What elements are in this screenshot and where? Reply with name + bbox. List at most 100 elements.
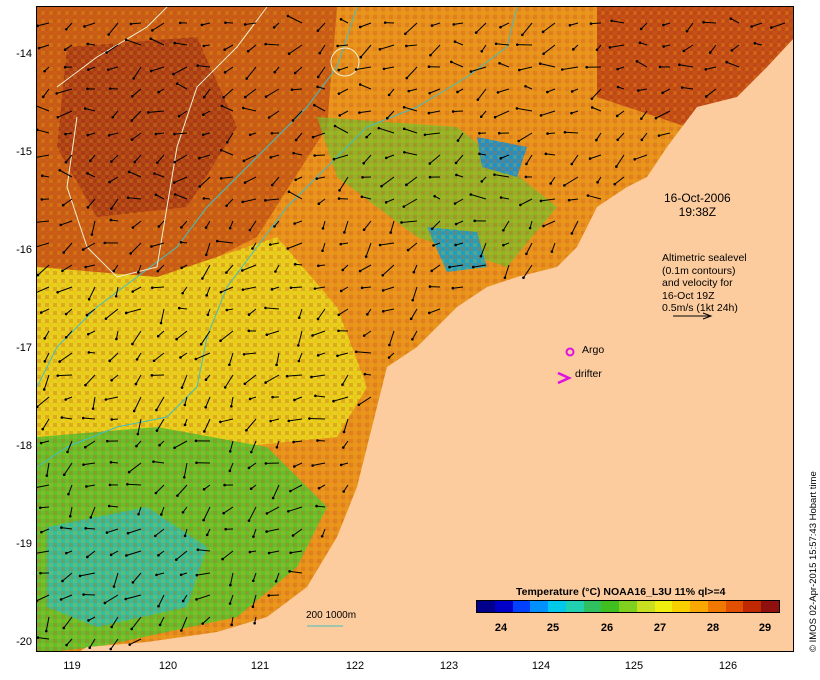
velocity-arrowhead: [219, 420, 222, 424]
velocity-arrowhead: [480, 49, 484, 53]
velocity-arrow: [518, 132, 533, 142]
velocity-arrow: [217, 240, 234, 244]
velocity-arrow: [454, 41, 464, 46]
velocity-arrow: [451, 61, 464, 68]
velocity-arrowhead: [251, 247, 254, 250]
velocity-arrowhead: [109, 87, 112, 90]
velocity-arrowhead: [270, 183, 274, 187]
velocity-arrowhead: [37, 636, 40, 639]
velocity-arrow: [130, 22, 142, 25]
velocity-arrowhead: [248, 133, 252, 137]
velocity-arrow: [314, 286, 326, 290]
velocity-arrow: [115, 286, 119, 297]
velocity-arrow: [205, 396, 211, 408]
velocity-arrow: [383, 66, 395, 70]
velocity-arrowhead: [378, 243, 382, 247]
velocity-arrowhead: [222, 96, 225, 99]
velocity-arrow: [290, 484, 303, 492]
velocity-arrow: [67, 484, 73, 495]
velocity-arrowhead: [196, 548, 200, 552]
velocity-arrowhead: [202, 197, 206, 200]
velocity-arrowhead: [333, 124, 337, 128]
velocity-arrow: [338, 308, 349, 316]
velocity-arrowhead: [314, 394, 317, 398]
velocity-arrow: [59, 352, 73, 362]
velocity-arrowhead: [362, 161, 366, 165]
velocity-arrowhead: [289, 286, 293, 290]
velocity-arrow: [521, 22, 533, 36]
velocity-arrowhead: [198, 156, 201, 160]
velocity-arrow: [154, 528, 165, 537]
velocity-arrowhead: [451, 110, 455, 113]
velocity-arrow: [243, 154, 257, 162]
velocity-arrowhead: [219, 290, 223, 294]
velocity-arrowhead: [428, 175, 432, 179]
velocity-arrowhead: [336, 354, 339, 358]
velocity-arrowhead: [85, 313, 89, 317]
velocity-arrowhead: [427, 111, 431, 115]
velocity-legend-line: 0.5m/s (1kt 24h): [662, 302, 738, 314]
velocity-arrowhead: [39, 571, 42, 575]
velocity-arrow: [473, 264, 487, 268]
velocity-arrowhead: [201, 622, 204, 625]
velocity-arrowhead: [247, 313, 251, 316]
velocity-arrowhead: [159, 321, 163, 325]
velocity-arrow: [337, 352, 349, 357]
velocity-arrowhead: [384, 201, 388, 204]
velocity-arrow: [294, 396, 303, 401]
velocity-arrowhead: [360, 286, 364, 290]
velocity-arrowhead: [337, 329, 340, 333]
velocity-arrowhead: [40, 530, 43, 534]
velocity-arrowhead: [63, 65, 67, 69]
velocity-arrowhead: [358, 269, 362, 273]
velocity-arrowhead: [175, 558, 178, 561]
velocity-arrowhead: [241, 288, 245, 291]
velocity-arrow: [407, 242, 418, 251]
velocity-arrow: [361, 196, 372, 200]
velocity-arrow: [246, 66, 257, 79]
velocity-arrow: [587, 195, 602, 200]
velocity-arrow: [298, 352, 303, 362]
velocity-arrowhead: [311, 334, 314, 337]
velocity-arrowhead: [155, 573, 158, 577]
velocity-arrowhead: [567, 198, 571, 202]
velocity-arrows: [37, 14, 786, 651]
velocity-arrowhead: [430, 227, 434, 231]
velocity-arrowhead: [297, 359, 301, 363]
velocity-arrow: [385, 198, 395, 203]
velocity-arrowhead: [729, 17, 733, 20]
velocity-arrowhead: [175, 337, 178, 341]
velocity-arrow: [87, 172, 96, 178]
velocity-arrowhead: [272, 26, 276, 29]
velocity-arrowhead: [308, 417, 311, 420]
velocity-arrowhead: [247, 329, 251, 333]
velocity-arrow: [592, 107, 602, 112]
velocity-arrowhead: [615, 114, 619, 118]
velocity-arrow: [40, 506, 50, 509]
velocity-arrow: [43, 374, 50, 390]
velocity-arrowhead: [230, 404, 233, 408]
velocity-arrow: [201, 22, 211, 26]
velocity-arrowhead: [45, 474, 49, 477]
velocity-arrow: [130, 242, 142, 254]
velocity-arrow: [497, 88, 510, 93]
velocity-arrowhead: [37, 273, 40, 277]
velocity-arrowhead: [288, 570, 291, 573]
velocity-arrow: [454, 198, 464, 204]
velocity-arrowhead: [157, 553, 160, 557]
velocity-arrow: [148, 110, 165, 113]
velocity-arrow: [686, 22, 694, 32]
velocity-arrowhead: [366, 313, 369, 316]
velocity-arrow: [84, 22, 96, 27]
colorbar-cell: [707, 601, 726, 612]
velocity-arrow: [615, 154, 625, 167]
velocity-arrowhead: [154, 132, 158, 136]
velocity-arrow: [545, 153, 556, 156]
velocity-arrowhead: [524, 175, 528, 179]
colorbar-cell: [477, 601, 495, 612]
velocity-arrow: [90, 506, 96, 518]
velocity-arrow: [110, 198, 119, 209]
velocity-arrowhead: [360, 195, 364, 199]
velocity-arrow: [132, 286, 142, 292]
velocity-arrow: [160, 308, 165, 324]
